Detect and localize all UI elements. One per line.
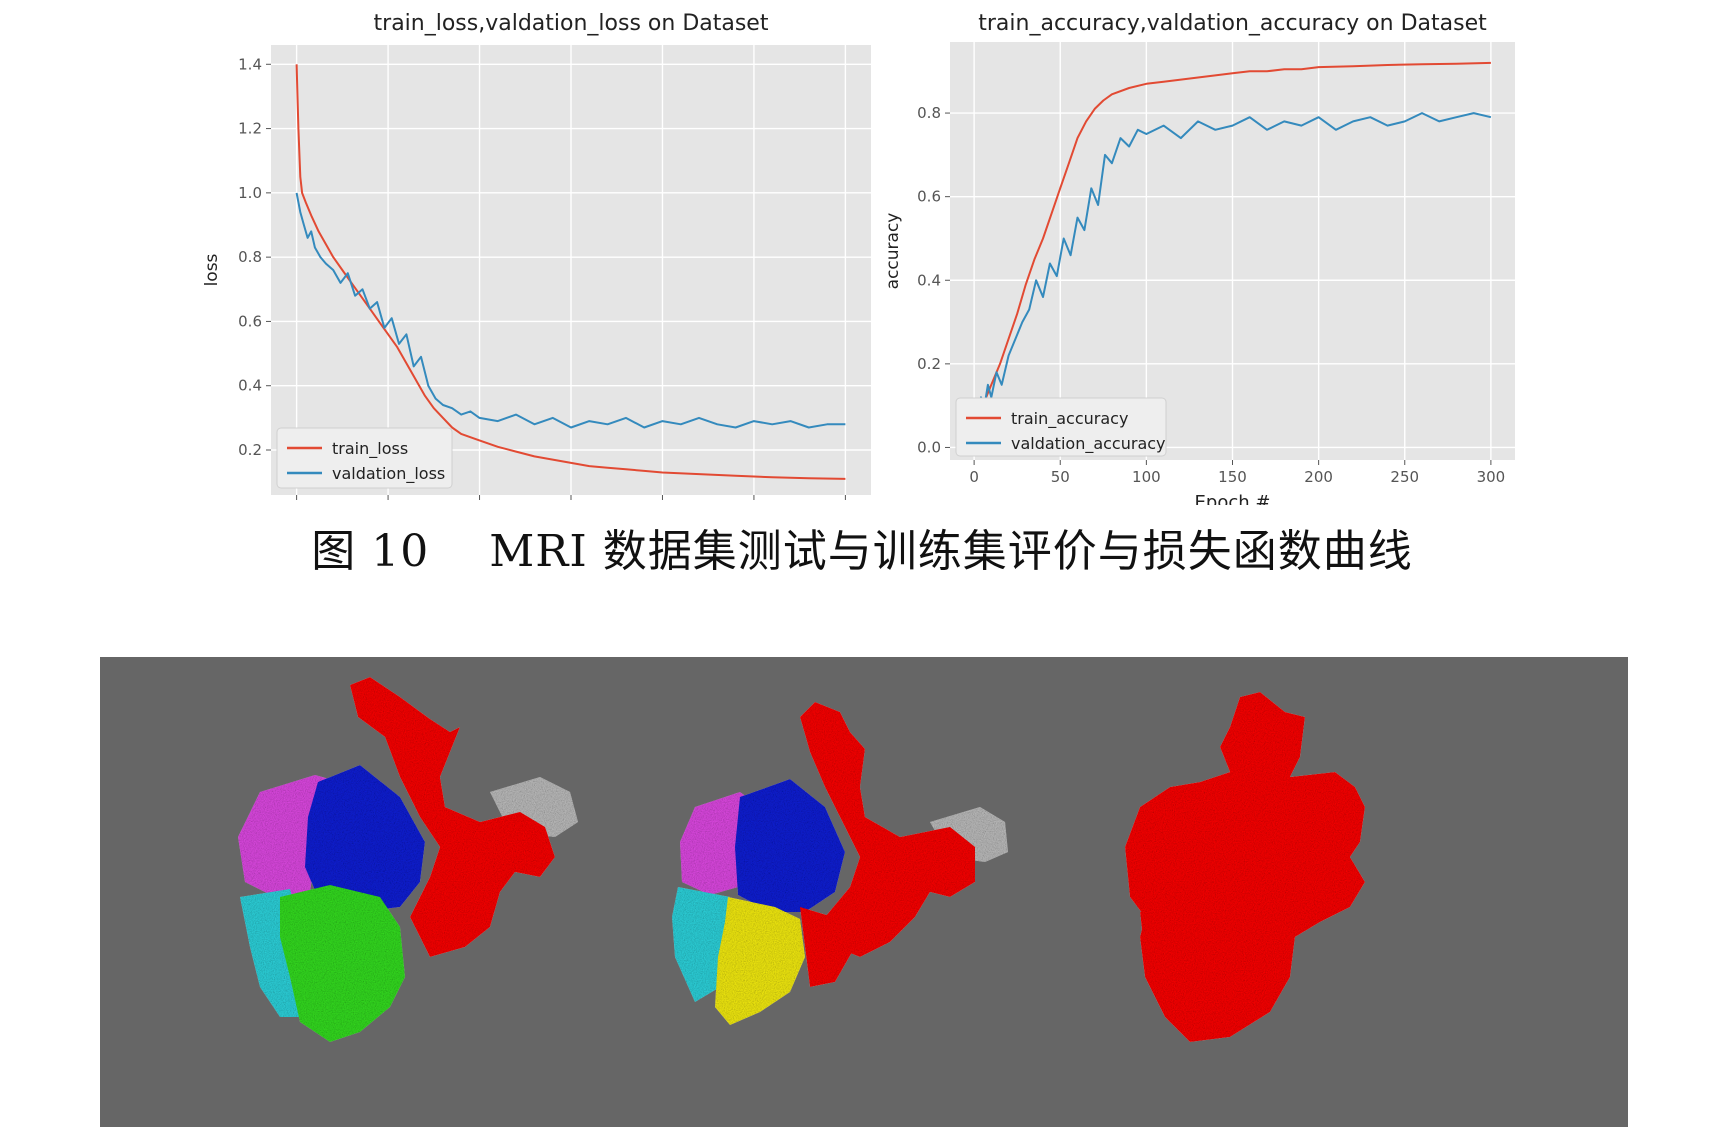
chart0-y-tick-label: 1.4	[238, 55, 262, 73]
chart1-y-tick-label: 0.0	[917, 438, 941, 456]
chart0-title: train_loss,valdation_loss on Dataset	[374, 11, 769, 36]
blue-chamber	[735, 779, 845, 912]
chart0-x-tick-label: 150	[557, 503, 586, 505]
figure-caption-prefix: 图 10	[311, 526, 430, 577]
chart0-series-line-valdation_loss	[295, 192, 846, 429]
yellow-chamber	[715, 897, 805, 1025]
green-chamber	[280, 885, 405, 1042]
loss-chart-svg: 0.2 0.4 0.6 0.8 1.0 1.2 1.4 0 50 100 150 200 250 300 t…	[202, 11, 871, 505]
chart1-x-tick-label: 150	[1218, 468, 1247, 486]
heart-segmentation-render-1	[238, 677, 578, 1042]
chart0-legend-label: valdation_loss	[332, 464, 445, 484]
chart0-y-tick-label: 0.2	[238, 441, 262, 459]
heart-segmentation-render-2	[672, 702, 1008, 1025]
chart1-y-tick-label: 0.8	[917, 104, 941, 122]
heart-render-panel	[100, 657, 1628, 1127]
chart1-x-tick-label: 50	[1051, 468, 1070, 486]
chart0-x-tick-label: 100	[465, 503, 494, 505]
chart1-y-tick-label: 0.6	[917, 188, 941, 206]
chart0-y-tick-label: 0.4	[238, 377, 262, 395]
chart0-x-tick-label: 0	[292, 503, 302, 505]
chart1-legend	[955, 397, 1167, 457]
chart0-y-tick-label: 1.0	[238, 184, 262, 202]
chart1-x-tick-label: 200	[1304, 468, 1333, 486]
blue-chamber	[305, 765, 425, 912]
chart1-series-line-train_accuracy	[976, 61, 1491, 427]
chart1-title: train_accuracy,valdation_accuracy on Dat…	[978, 11, 1487, 36]
aorta-red	[350, 677, 555, 957]
chart1-series-line-valdation_accuracy	[976, 112, 1492, 415]
red-lower	[800, 907, 855, 987]
chart0-x-tick-label: 300	[831, 503, 860, 505]
chart0-y-axis-label: loss	[202, 253, 222, 286]
chart0-x-tick-label: 50	[379, 503, 398, 505]
figure-caption-text: MRI 数据集测试与训练集评价与损失函数曲线	[489, 526, 1413, 577]
chart0-series-line-train_loss	[295, 64, 846, 480]
accuracy-chart: 0.0 0.2 0.4 0.6 0.8 0 50 100 150 200 250 300 train_a…	[880, 0, 1520, 505]
chart1-x-tick-label: 100	[1132, 468, 1161, 486]
chart1-y-tick-label: 0.4	[917, 271, 941, 289]
chart0-y-tick-label: 0.6	[238, 312, 262, 330]
chart1-y-axis-label: accuracy	[883, 213, 903, 290]
chart0-legend-label: train_loss	[332, 439, 408, 459]
figure-caption: 图 10 MRI 数据集测试与训练集评价与损失函数曲线	[0, 515, 1724, 579]
chart1-x-axis-label: Epoch #	[1195, 492, 1271, 505]
chart1-y-tick-label: 0.2	[917, 355, 941, 373]
heart-segmentation-render-3	[1125, 692, 1365, 1042]
heart-lower-red	[1140, 897, 1285, 1035]
chart0-y-tick-label: 1.2	[238, 120, 262, 138]
chart1-legend-label: valdation_accuracy	[1011, 434, 1166, 454]
aorta-red	[800, 702, 975, 957]
accuracy-chart-svg: 0.0 0.2 0.4 0.6 0.8 0 50 100 150 200 250 300 train_a…	[883, 11, 1515, 505]
loss-chart: 0.2 0.4 0.6 0.8 1.0 1.2 1.4 0 50 100 150 200 250 300 t…	[195, 0, 885, 505]
chart1-x-tick-label: 0	[969, 468, 979, 486]
chart0-x-tick-label: 250	[740, 503, 769, 505]
chart1-legend-label: train_accuracy	[1011, 409, 1128, 429]
chart0-x-tick-label: 200	[648, 503, 677, 505]
chart0-y-tick-label: 0.8	[238, 248, 262, 266]
chart1-x-tick-label: 250	[1390, 468, 1419, 486]
chart1-x-tick-label: 300	[1477, 468, 1506, 486]
